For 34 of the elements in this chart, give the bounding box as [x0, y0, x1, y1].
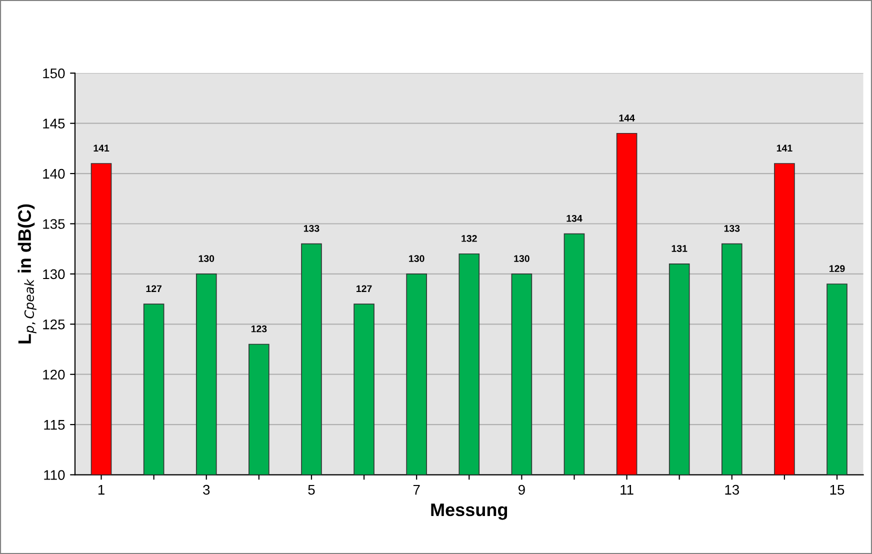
data-label: 133	[304, 224, 320, 232]
data-label: 129	[830, 265, 845, 272]
x-tick-label: 1	[98, 485, 104, 495]
data-label: 134	[566, 214, 582, 222]
x-tick-label: 3	[203, 484, 210, 495]
x-tick-label: 15	[830, 485, 844, 495]
y-tick-label: 120	[43, 370, 65, 380]
x-tick-label: 5	[308, 485, 315, 495]
data-label: 127	[356, 285, 372, 292]
data-label: 133	[724, 224, 740, 232]
data-label: 131	[672, 245, 688, 252]
y-tick-label: 115	[44, 420, 65, 430]
y-tick-label: 135	[43, 219, 65, 229]
x-tick-label: 9	[518, 484, 525, 495]
data-label: 132	[462, 235, 477, 242]
y-tick-label: 145	[43, 118, 65, 129]
y-tick-label: 140	[43, 168, 65, 179]
x-tick-label: 7	[413, 485, 420, 495]
data-label: 130	[514, 255, 530, 262]
x-axis-title: Messung	[431, 504, 508, 520]
data-label: 141	[776, 144, 792, 152]
y-tick-label: 150	[43, 68, 65, 78]
y-axis-title: L$_{p,Cpeak}$ in dB(C)	[18, 204, 36, 344]
data-label: 130	[409, 255, 424, 262]
data-label: 123	[251, 325, 267, 332]
data-label: 130	[198, 255, 214, 262]
x-tick-label: 13	[725, 484, 740, 495]
y-tick-label: 110	[44, 470, 65, 480]
data-label: 127	[146, 285, 162, 292]
x-tick-label: 11	[620, 485, 634, 495]
y-tick-label: 125	[43, 319, 65, 330]
y-tick-label: 130	[43, 269, 65, 280]
data-label: 144	[619, 114, 635, 122]
data-label: 141	[94, 144, 110, 152]
